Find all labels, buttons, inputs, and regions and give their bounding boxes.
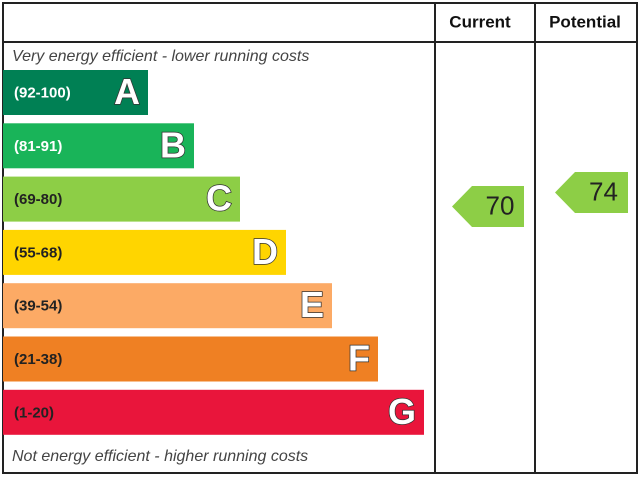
band-bar xyxy=(3,123,194,169)
band-letter: A xyxy=(114,71,140,112)
arrows: 70 74 xyxy=(452,172,628,227)
band-range: (81-91) xyxy=(14,138,62,155)
band-range: (1-20) xyxy=(14,404,54,421)
band-letter: D xyxy=(252,231,278,272)
band-bar xyxy=(3,176,240,222)
band-bar xyxy=(3,283,332,329)
band-bar xyxy=(3,389,424,435)
band-range: (92-100) xyxy=(14,84,71,101)
band-letter: C xyxy=(206,178,232,219)
band-bar xyxy=(3,336,378,382)
band-range: (69-80) xyxy=(14,191,62,208)
top-note: Very energy efficient - lower running co… xyxy=(12,48,309,65)
band-letter: F xyxy=(348,338,370,379)
band-range: (39-54) xyxy=(14,298,62,315)
potential-arrow xyxy=(555,172,628,213)
band-bar xyxy=(3,70,148,115)
bottom-note: Not energy efficient - higher running co… xyxy=(12,448,308,465)
band-bar xyxy=(3,229,286,275)
current-arrow xyxy=(452,186,524,227)
band-range: (21-38) xyxy=(14,351,62,368)
potential-score: 74 xyxy=(589,176,618,206)
current-header: Current xyxy=(449,12,511,31)
bands: (92-100) A (81-91) B (69-80) C (55-68) D (39-54)… xyxy=(3,70,424,435)
band-range: (55-68) xyxy=(14,244,62,261)
band-letter: B xyxy=(160,124,186,165)
band-letter: E xyxy=(300,284,324,325)
current-score: 70 xyxy=(486,190,515,220)
band-letter: G xyxy=(388,391,416,432)
potential-header: Potential xyxy=(549,12,621,31)
